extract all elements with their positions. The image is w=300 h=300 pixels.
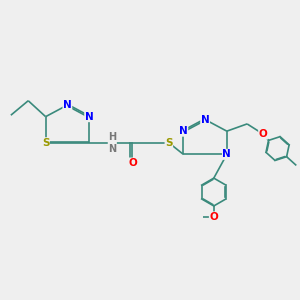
- Text: O: O: [128, 158, 137, 168]
- Text: S: S: [165, 138, 172, 148]
- Text: H
N: H N: [108, 132, 116, 154]
- Text: N: N: [223, 149, 231, 159]
- Text: N: N: [201, 115, 209, 124]
- Text: O: O: [259, 129, 267, 139]
- Text: O: O: [209, 212, 218, 222]
- Text: S: S: [42, 138, 50, 148]
- Text: N: N: [179, 126, 188, 136]
- Text: N: N: [63, 100, 72, 110]
- Text: N: N: [85, 112, 94, 122]
